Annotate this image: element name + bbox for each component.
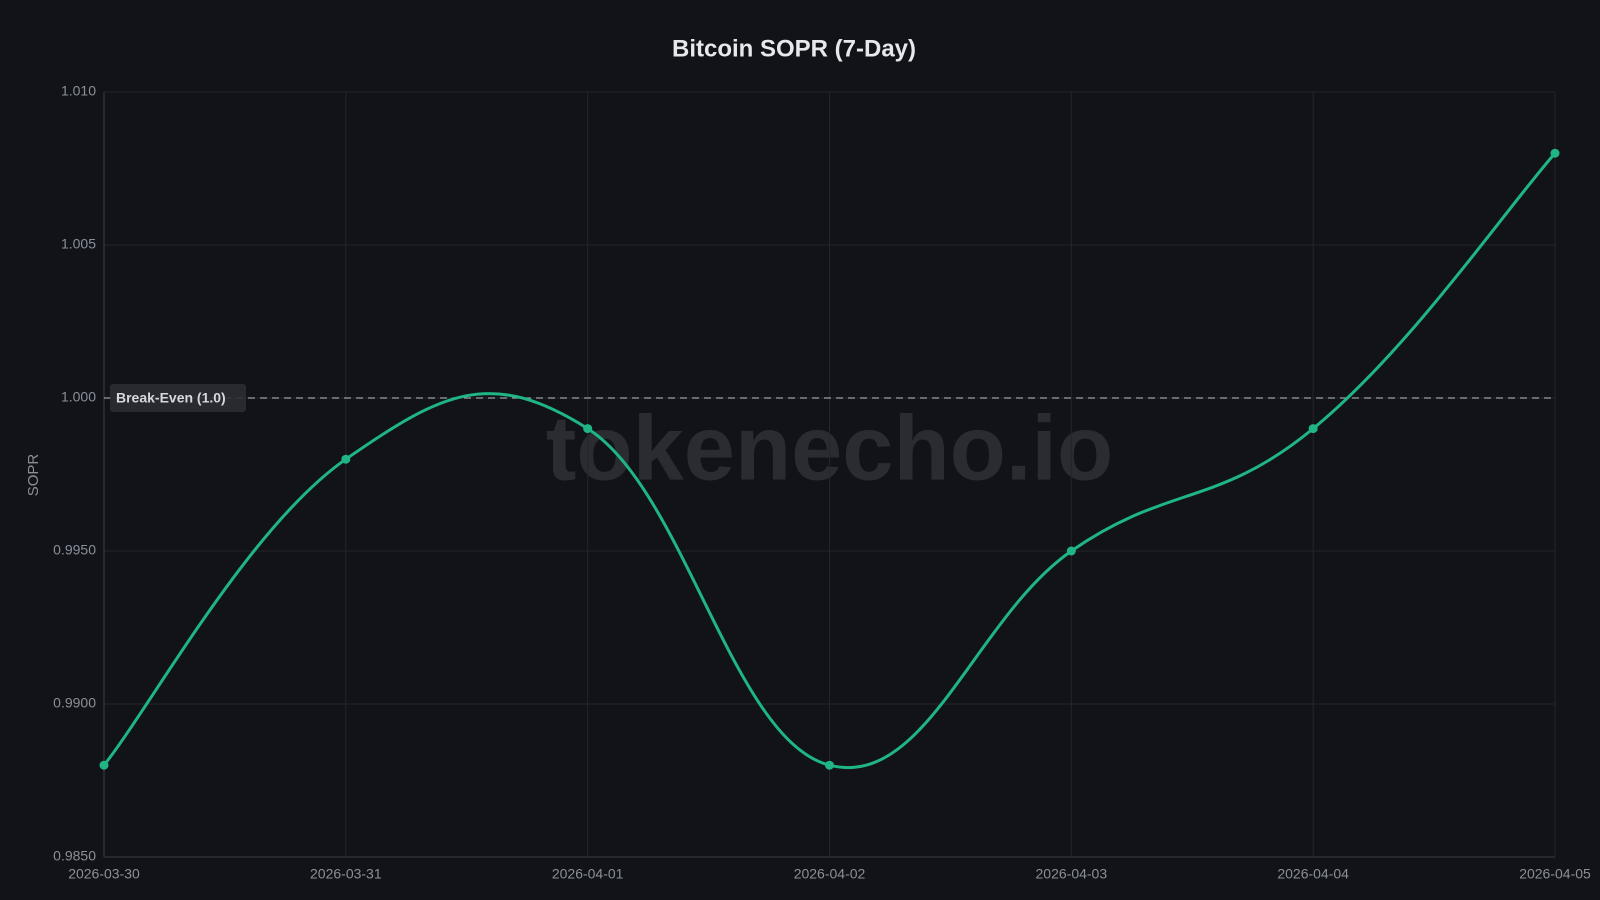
y-tick-label: 0.9950 xyxy=(53,542,96,558)
data-point xyxy=(1066,546,1076,556)
data-point xyxy=(99,760,109,770)
x-tick-label: 2026-04-02 xyxy=(794,866,866,882)
y-tick-label: 1.000 xyxy=(61,389,96,405)
x-tick-label: 2026-04-05 xyxy=(1519,866,1591,882)
y-tick-label: 1.005 xyxy=(61,236,96,252)
data-point xyxy=(825,760,834,770)
data-point xyxy=(1308,424,1318,434)
x-tick-label: 2026-03-31 xyxy=(310,866,382,882)
annotation-label: Break-Even (1.0) xyxy=(116,390,226,406)
x-tick-label: 2026-03-30 xyxy=(68,866,140,882)
y-axis-label: SOPR xyxy=(25,454,42,497)
annotation-box xyxy=(110,384,246,412)
x-tick-label: 2026-04-04 xyxy=(1277,866,1349,882)
y-tick-label: 0.9900 xyxy=(53,695,96,711)
y-tick-label: 0.9850 xyxy=(53,848,96,864)
data-point xyxy=(341,454,351,464)
x-tick-label: 2026-04-03 xyxy=(1036,866,1108,882)
x-tick-label: 2026-04-01 xyxy=(552,866,624,882)
y-tick-label: 1.010 xyxy=(61,83,96,99)
chart-title: Bitcoin SOPR (7-Day) xyxy=(672,35,916,62)
data-point xyxy=(583,424,593,434)
data-point xyxy=(1550,148,1560,158)
